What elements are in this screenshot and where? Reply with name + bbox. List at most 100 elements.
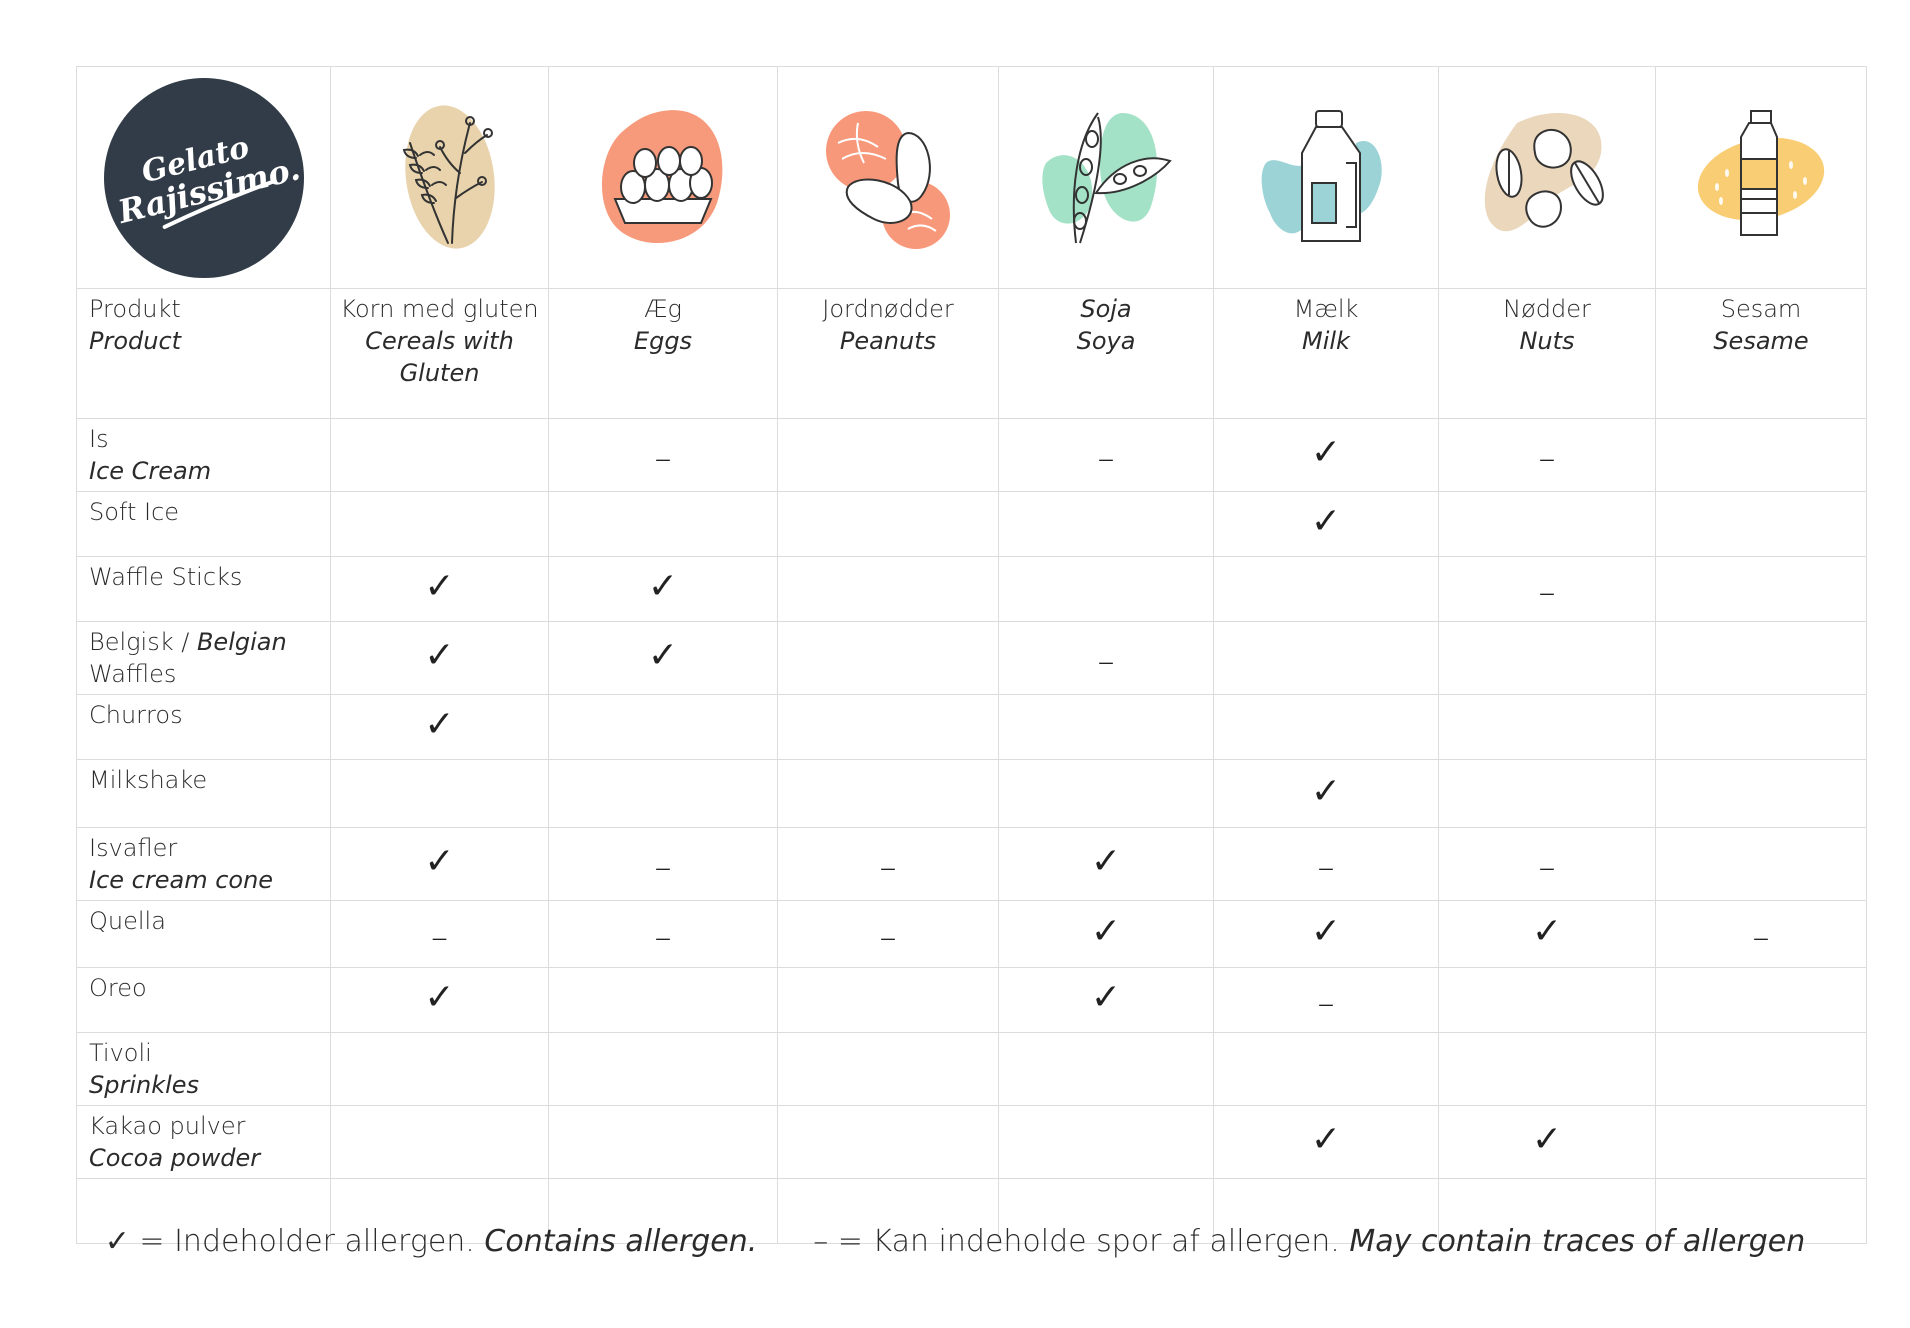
allergen-cell-nuts bbox=[1438, 621, 1656, 695]
legend-check-text-da: = Indeholder allergen. bbox=[129, 1224, 485, 1259]
may-contain-dash-mark: – bbox=[1538, 847, 1556, 888]
product-name-da-text: Quella bbox=[89, 907, 166, 935]
product-name-cell: Soft Ice bbox=[76, 491, 331, 557]
product-name-da: Milkshake bbox=[89, 764, 318, 796]
allergen-cell-soy: ✓ bbox=[998, 967, 1214, 1033]
nuts-icon bbox=[1484, 112, 1604, 231]
wheat-icon bbox=[402, 104, 495, 249]
table-row: Is Ice Cream – – ✓ – bbox=[76, 418, 1867, 492]
allergen-cell-soy bbox=[998, 556, 1214, 622]
product-name-cell: Milkshake bbox=[76, 759, 331, 828]
nuts-icon-cell bbox=[1438, 66, 1656, 289]
product-name-da: Tivoli bbox=[89, 1037, 318, 1069]
table-row: Churros ✓ bbox=[76, 694, 1867, 760]
allergen-name-en: Nuts bbox=[1519, 327, 1575, 355]
product-name-cell: Kakao pulver Cocoa powder bbox=[76, 1105, 331, 1179]
legend-dash-text-en: May contain traces of allergen bbox=[1349, 1224, 1806, 1259]
allergen-cell-eggs bbox=[548, 1178, 778, 1244]
allergen-cell-sesame bbox=[1655, 1178, 1867, 1244]
product-name-cell: Oreo bbox=[76, 967, 331, 1033]
allergen-header-soy: Soja Soya bbox=[998, 288, 1214, 419]
allergen-cell-gluten bbox=[330, 1105, 549, 1179]
allergen-name-da: Sesam bbox=[1720, 295, 1802, 323]
allergen-cell-sesame bbox=[1655, 827, 1867, 901]
allergen-cell-nuts bbox=[1438, 1032, 1656, 1106]
product-name-da: Soft Ice bbox=[89, 496, 318, 528]
allergen-name-da: Jordnødder bbox=[822, 295, 954, 323]
product-name-da: Quella bbox=[89, 905, 318, 937]
product-name-en: Ice Cream bbox=[89, 457, 212, 485]
allergen-cell-nuts: ✓ bbox=[1438, 900, 1656, 968]
allergen-cell-gluten bbox=[330, 491, 549, 557]
allergen-cell-sesame: – bbox=[1655, 900, 1867, 968]
allergen-cell-peanuts: – bbox=[777, 827, 999, 901]
contains-check-mark: ✓ bbox=[1310, 431, 1342, 473]
product-column-header: Produkt Product bbox=[76, 288, 331, 419]
allergen-cell-peanuts bbox=[777, 967, 999, 1033]
allergen-cell-eggs bbox=[548, 967, 778, 1033]
may-contain-dash-mark: – bbox=[431, 917, 448, 958]
allergen-cell-nuts: – bbox=[1438, 418, 1656, 492]
allergen-cell-soy bbox=[998, 1032, 1214, 1106]
contains-check-mark: ✓ bbox=[424, 565, 455, 607]
allergen-cell-soy: ✓ bbox=[998, 827, 1214, 901]
allergen-name-da: Æg bbox=[644, 295, 682, 323]
allergen-cell-milk: – bbox=[1213, 827, 1439, 901]
product-name-cell: Quella bbox=[76, 900, 331, 968]
allergen-cell-eggs: – bbox=[548, 827, 778, 901]
allergen-cell-gluten bbox=[330, 1032, 549, 1106]
allergen-cell-sesame bbox=[1655, 621, 1867, 695]
allergen-cell-nuts: – bbox=[1438, 556, 1656, 622]
product-name-da: Isvafler bbox=[89, 832, 318, 864]
allergen-cell-peanuts bbox=[777, 694, 999, 760]
may-contain-dash-mark: – bbox=[1097, 438, 1115, 479]
allergen-cell-nuts bbox=[1438, 759, 1656, 828]
contains-check-mark: ✓ bbox=[1310, 500, 1342, 542]
allergen-cell-soy: ✓ bbox=[998, 900, 1214, 968]
allergen-cell-peanuts bbox=[777, 1105, 999, 1179]
contains-check-mark: ✓ bbox=[424, 634, 455, 676]
eggs-icon-cell bbox=[548, 66, 778, 289]
table-row: Oreo ✓ ✓ – bbox=[76, 967, 1867, 1033]
contains-check-mark: ✓ bbox=[1310, 770, 1342, 812]
allergen-header-nuts: Nødder Nuts bbox=[1438, 288, 1656, 419]
allergen-name-en: Soya bbox=[1076, 327, 1136, 355]
product-name-da: Waffle Sticks bbox=[89, 561, 318, 593]
product-name-da: Churros bbox=[89, 699, 318, 731]
allergen-cell-gluten: ✓ bbox=[330, 967, 549, 1033]
allergen-cell-sesame bbox=[1655, 694, 1867, 760]
allergen-cell-peanuts bbox=[777, 491, 999, 557]
contains-check-mark: ✓ bbox=[1531, 1118, 1563, 1160]
product-name-da-text: Soft Ice bbox=[89, 498, 180, 526]
may-contain-dash-mark: – bbox=[1317, 983, 1335, 1024]
table-row bbox=[76, 1178, 1867, 1244]
allergen-name-da: Mælk bbox=[1293, 295, 1359, 323]
allergen-cell-milk: ✓ bbox=[1213, 418, 1439, 492]
may-contain-dash-mark: – bbox=[879, 917, 897, 958]
product-header-en: Product bbox=[89, 327, 182, 355]
product-name-da-text: Kakao pulver bbox=[89, 1112, 246, 1140]
legend-dash-text-da: = Kan indeholde spor af allergen. bbox=[828, 1224, 1350, 1259]
allergen-cell-milk bbox=[1213, 621, 1439, 695]
allergen-cell-sesame bbox=[1655, 1032, 1867, 1106]
legend: ✓ = Indeholder allergen. Contains allerg… bbox=[0, 1222, 1910, 1262]
allergen-cell-soy: – bbox=[998, 621, 1214, 695]
product-name-cell: Belgisk / Belgian Waffles bbox=[76, 621, 331, 695]
milk-bottle-icon bbox=[1261, 109, 1382, 242]
table-row: Quella – – – ✓ ✓ ✓ – bbox=[76, 900, 1867, 968]
peanuts-icon-cell bbox=[777, 66, 999, 289]
allergen-cell-milk bbox=[1213, 556, 1439, 622]
allergen-cell-eggs bbox=[548, 694, 778, 760]
product-header-da: Produkt bbox=[89, 295, 181, 323]
allergen-cell-gluten: ✓ bbox=[330, 827, 549, 901]
product-name-cell: Isvafler Ice cream cone bbox=[76, 827, 331, 901]
product-name-da: Oreo bbox=[89, 972, 318, 1004]
product-name-cell: Is Ice Cream bbox=[76, 418, 331, 492]
product-name-en: Ice cream cone bbox=[89, 866, 274, 894]
allergen-cell-nuts bbox=[1438, 694, 1656, 760]
allergen-cell-gluten: ✓ bbox=[330, 694, 549, 760]
allergen-cell-nuts bbox=[1438, 1178, 1656, 1244]
product-name-da: Kakao pulver bbox=[89, 1110, 318, 1142]
eggs-icon bbox=[601, 109, 723, 243]
allergen-cell-peanuts bbox=[777, 621, 999, 695]
